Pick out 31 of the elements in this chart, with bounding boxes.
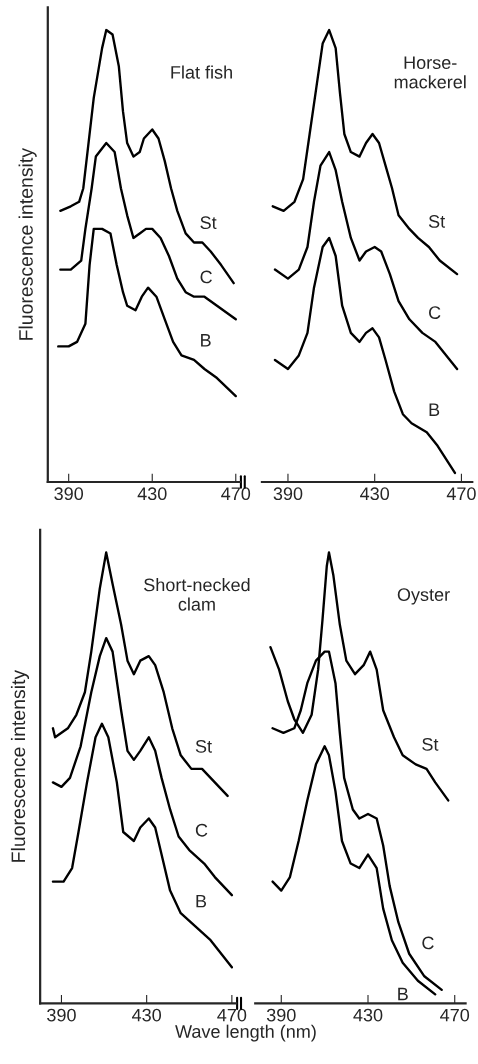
text: Flat fish: [171, 65, 232, 79]
series-label: C: [429, 306, 441, 319]
series-label: B: [201, 334, 211, 347]
x-tick-label: 470: [221, 487, 251, 501]
series-label: C: [422, 936, 434, 950]
x-tick-label: 470: [446, 487, 476, 501]
x-axis-title: Wave length (nm): [175, 1024, 316, 1042]
x-tick-label: 430: [353, 1008, 383, 1022]
series-label: St: [200, 216, 217, 230]
series-label: St: [422, 737, 439, 751]
series-label: C: [200, 270, 212, 284]
x-tick-label: 390: [273, 487, 303, 501]
series-label: C: [195, 823, 208, 837]
series-label: B: [429, 403, 440, 416]
x-tick-label: 430: [132, 1008, 162, 1022]
y-axis-title: Fluorescence intensity: [18, 148, 37, 340]
series-label: St: [428, 215, 446, 228]
x-tick-label: 470: [440, 1008, 470, 1022]
x-tick-label: 430: [137, 487, 167, 501]
x-tick-label: 470: [217, 1008, 247, 1022]
series-label: B: [196, 894, 207, 908]
series-label: St: [195, 739, 212, 753]
y-axis-title: Fluorescence intensity: [10, 669, 30, 862]
series-label: B: [398, 987, 408, 1001]
text: Short-necked clam: [144, 578, 250, 611]
text: Horse- mackerel: [394, 56, 466, 89]
x-tick-label: 390: [47, 1008, 76, 1022]
x-tick-label: 390: [54, 487, 84, 501]
x-tick-label: 430: [360, 487, 390, 501]
text: Oyster: [397, 588, 450, 605]
x-tick-label: 390: [266, 1008, 296, 1022]
